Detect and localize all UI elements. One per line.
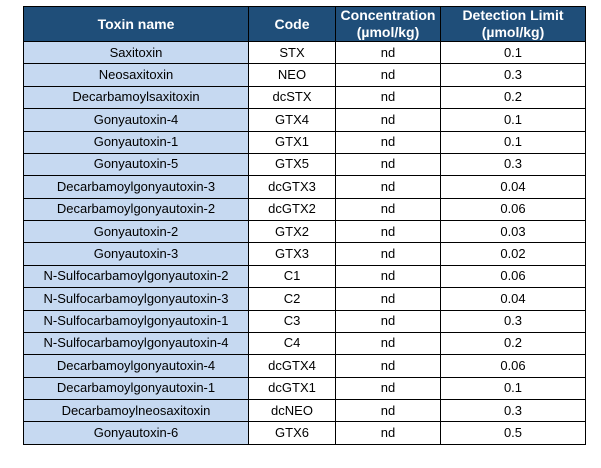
table-row: Saxitoxin STX nd 0.1 — [23, 40, 586, 65]
code-cell: dcSTX — [248, 85, 336, 110]
code-cell: GTX1 — [248, 130, 336, 154]
detection-limit-cell: 0.3 — [440, 398, 586, 423]
concentration-cell: nd — [335, 40, 441, 65]
code-cell: GTX6 — [248, 421, 336, 445]
table-row: Decarbamoylgonyautoxin-4 dcGTX4 nd 0.06 — [23, 354, 586, 378]
toxin-name-cell: Decarbamoylgonyautoxin-1 — [23, 376, 249, 401]
toxin-name-cell: Gonyautoxin-3 — [23, 242, 249, 266]
concentration-cell: nd — [335, 421, 441, 445]
detection-limit-cell: 0.06 — [440, 264, 586, 289]
concentration-cell: nd — [335, 376, 441, 401]
table-header: Toxin name Code Concentration (µmol/kg) … — [23, 6, 586, 42]
concentration-cell: nd — [335, 108, 441, 132]
toxin-name-cell: Decarbamoylsaxitoxin — [23, 85, 249, 110]
header-row: Toxin name Code Concentration (µmol/kg) … — [23, 6, 586, 42]
table-row: Neosaxitoxin NEO nd 0.3 — [23, 63, 586, 87]
toxin-name-cell: N-Sulfocarbamoylgonyautoxin-3 — [23, 287, 249, 311]
toxin-name-cell: Gonyautoxin-5 — [23, 152, 249, 177]
code-cell: dcGTX3 — [248, 175, 336, 199]
toxin-name-cell: Saxitoxin — [23, 40, 249, 65]
col-header-detection-limit: Detection Limit (µmol/kg) — [440, 6, 586, 42]
detection-limit-cell: 0.3 — [440, 152, 586, 177]
detection-limit-cell: 0.2 — [440, 85, 586, 110]
col-header-concentration: Concentration (µmol/kg) — [335, 6, 441, 42]
concentration-cell: nd — [335, 152, 441, 177]
table-row: N-Sulfocarbamoylgonyautoxin-4 C4 nd 0.2 — [23, 331, 586, 356]
toxin-name-cell: N-Sulfocarbamoylgonyautoxin-4 — [23, 331, 249, 356]
table-row: Decarbamoylneosaxitoxin dcNEO nd 0.3 — [23, 398, 586, 423]
table-row: Gonyautoxin-2 GTX2 nd 0.03 — [23, 219, 586, 244]
toxin-name-cell: Decarbamoylgonyautoxin-3 — [23, 175, 249, 199]
toxin-name-cell: Gonyautoxin-6 — [23, 421, 249, 445]
detection-limit-cell: 0.1 — [440, 108, 586, 132]
table-row: Gonyautoxin-6 GTX6 nd 0.5 — [23, 421, 586, 445]
concentration-cell: nd — [335, 331, 441, 356]
detection-limit-cell: 0.03 — [440, 219, 586, 244]
table-row: Gonyautoxin-1 GTX1 nd 0.1 — [23, 130, 586, 154]
toxin-name-cell: Decarbamoylgonyautoxin-4 — [23, 354, 249, 378]
table-row: Decarbamoylgonyautoxin-1 dcGTX1 nd 0.1 — [23, 376, 586, 401]
detection-limit-cell: 0.3 — [440, 309, 586, 333]
toxin-name-cell: N-Sulfocarbamoylgonyautoxin-2 — [23, 264, 249, 289]
concentration-cell: nd — [335, 63, 441, 87]
concentration-cell: nd — [335, 85, 441, 110]
detection-limit-cell: 0.3 — [440, 63, 586, 87]
toxin-name-cell: N-Sulfocarbamoylgonyautoxin-1 — [23, 309, 249, 333]
code-cell: GTX4 — [248, 108, 336, 132]
detection-limit-cell: 0.1 — [440, 376, 586, 401]
code-cell: C1 — [248, 264, 336, 289]
code-cell: dcGTX2 — [248, 197, 336, 222]
detection-limit-cell: 0.2 — [440, 331, 586, 356]
col-header-code: Code — [248, 6, 336, 42]
toxin-name-cell: Decarbamoylneosaxitoxin — [23, 398, 249, 423]
detection-limit-cell: 0.06 — [440, 354, 586, 378]
table-row: N-Sulfocarbamoylgonyautoxin-3 C2 nd 0.04 — [23, 287, 586, 311]
code-cell: NEO — [248, 63, 336, 87]
concentration-cell: nd — [335, 309, 441, 333]
code-cell: C2 — [248, 287, 336, 311]
toxin-name-cell: Gonyautoxin-4 — [23, 108, 249, 132]
table-row: Decarbamoylgonyautoxin-2 dcGTX2 nd 0.06 — [23, 197, 586, 222]
table-row: Gonyautoxin-5 GTX5 nd 0.3 — [23, 152, 586, 177]
concentration-cell: nd — [335, 242, 441, 266]
detection-limit-cell: 0.02 — [440, 242, 586, 266]
table-row: N-Sulfocarbamoylgonyautoxin-1 C3 nd 0.3 — [23, 309, 586, 333]
concentration-cell: nd — [335, 197, 441, 222]
concentration-cell: nd — [335, 219, 441, 244]
detection-limit-cell: 0.1 — [440, 130, 586, 154]
table-row: Decarbamoylgonyautoxin-3 dcGTX3 nd 0.04 — [23, 175, 586, 199]
table-row: Gonyautoxin-3 GTX3 nd 0.02 — [23, 242, 586, 266]
toxin-table: Toxin name Code Concentration (µmol/kg) … — [23, 6, 586, 445]
detection-limit-cell: 0.06 — [440, 197, 586, 222]
code-cell: dcGTX1 — [248, 376, 336, 401]
table-row: Gonyautoxin-4 GTX4 nd 0.1 — [23, 108, 586, 132]
concentration-cell: nd — [335, 398, 441, 423]
table-row: Decarbamoylsaxitoxin dcSTX nd 0.2 — [23, 85, 586, 110]
concentration-cell: nd — [335, 287, 441, 311]
code-cell: dcNEO — [248, 398, 336, 423]
concentration-cell: nd — [335, 130, 441, 154]
toxin-name-cell: Neosaxitoxin — [23, 63, 249, 87]
detection-limit-cell: 0.04 — [440, 175, 586, 199]
concentration-cell: nd — [335, 175, 441, 199]
code-cell: dcGTX4 — [248, 354, 336, 378]
concentration-cell: nd — [335, 354, 441, 378]
table-body: Saxitoxin STX nd 0.1 Neosaxitoxin NEO nd… — [23, 40, 586, 445]
code-cell: GTX3 — [248, 242, 336, 266]
detection-limit-cell: 0.5 — [440, 421, 586, 445]
toxin-name-cell: Decarbamoylgonyautoxin-2 — [23, 197, 249, 222]
detection-limit-cell: 0.1 — [440, 40, 586, 65]
code-cell: C3 — [248, 309, 336, 333]
code-cell: GTX2 — [248, 219, 336, 244]
concentration-cell: nd — [335, 264, 441, 289]
detection-limit-cell: 0.04 — [440, 287, 586, 311]
table-row: N-Sulfocarbamoylgonyautoxin-2 C1 nd 0.06 — [23, 264, 586, 289]
code-cell: STX — [248, 40, 336, 65]
toxin-name-cell: Gonyautoxin-2 — [23, 219, 249, 244]
code-cell: GTX5 — [248, 152, 336, 177]
col-header-toxin-name: Toxin name — [23, 6, 249, 42]
toxin-name-cell: Gonyautoxin-1 — [23, 130, 249, 154]
code-cell: C4 — [248, 331, 336, 356]
